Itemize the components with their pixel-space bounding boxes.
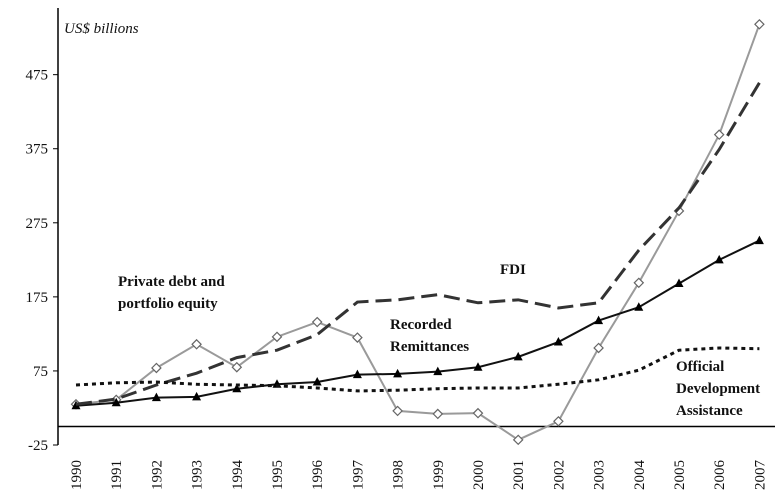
triangle-marker: [352, 369, 362, 379]
x-tick-label: 2005: [672, 460, 688, 490]
diamond-marker: [191, 338, 202, 350]
series-line: [75, 239, 760, 407]
y-tick-label: 375: [26, 142, 49, 158]
triangle-marker: [634, 302, 644, 311]
series-line: [75, 346, 760, 393]
diamond-marker: [311, 316, 323, 328]
x-tick-label: 1999: [431, 460, 447, 490]
x-tick-label: 1991: [109, 460, 125, 490]
triangle-marker: [71, 400, 81, 410]
triangle-marker: [674, 278, 684, 288]
series-label: Remittances: [390, 339, 469, 355]
series-label: portfolio equity: [118, 296, 218, 312]
x-tick-label: 1996: [310, 460, 326, 491]
y-tick-label: 75: [33, 364, 48, 380]
triangle-marker: [232, 383, 242, 393]
diamond-marker: [472, 407, 484, 419]
triangle-marker: [513, 351, 523, 361]
diamond-marker: [754, 18, 765, 30]
triangle-marker: [553, 337, 563, 346]
triangle-marker: [393, 368, 403, 378]
x-tick-label: 2004: [632, 460, 648, 491]
y-axis-label: US$ billions: [64, 21, 139, 37]
series-label: Private debt and: [118, 274, 225, 290]
triangle-marker: [754, 235, 764, 245]
series-label: FDI: [500, 262, 526, 278]
y-tick-label: 275: [26, 216, 49, 232]
x-tick-label: 1995: [270, 460, 286, 490]
triangle-marker: [192, 391, 202, 401]
x-tick-label: 1997: [350, 460, 366, 491]
diamond-marker: [352, 332, 363, 343]
x-tick-label: 2006: [712, 460, 728, 491]
x-tick-label: 1998: [391, 460, 407, 490]
triangle-marker: [433, 366, 443, 376]
triangle-marker: [151, 392, 161, 402]
x-tick-label: 1990: [69, 460, 85, 490]
y-tick-label: 475: [26, 68, 49, 84]
x-tick-label: 2003: [592, 460, 608, 490]
series-label: Development: [676, 381, 760, 397]
diamond-marker: [392, 405, 403, 417]
diamond-marker: [633, 277, 645, 289]
series-line: [75, 23, 761, 441]
triangle-marker: [473, 362, 483, 371]
y-tick-label: 175: [26, 290, 49, 306]
series-label: Assistance: [676, 403, 743, 419]
diamond-marker: [271, 331, 283, 343]
x-tick-label: 2007: [752, 460, 768, 491]
triangle-marker: [111, 397, 121, 407]
triangle-marker: [594, 315, 604, 325]
x-tick-label: 1992: [149, 460, 165, 490]
x-tick-label: 1993: [190, 460, 206, 490]
y-tick-label: -25: [28, 438, 48, 454]
x-tick-label: 2001: [511, 460, 527, 490]
triangle-marker: [312, 377, 322, 386]
diamond-marker: [593, 342, 604, 354]
diamond-marker: [713, 129, 725, 141]
series-label: Recorded: [390, 317, 452, 333]
diamond-marker: [231, 361, 243, 373]
diamond-marker: [151, 362, 162, 374]
diamond-marker: [512, 434, 524, 446]
diamond-marker: [432, 408, 444, 420]
triangle-marker: [714, 254, 724, 264]
x-tick-label: 2002: [551, 460, 567, 490]
diamond-marker: [553, 415, 564, 427]
x-tick-label: 1994: [230, 460, 246, 491]
series-line: [75, 82, 761, 406]
series-label: Official: [676, 359, 724, 375]
x-tick-label: 2000: [471, 460, 487, 490]
